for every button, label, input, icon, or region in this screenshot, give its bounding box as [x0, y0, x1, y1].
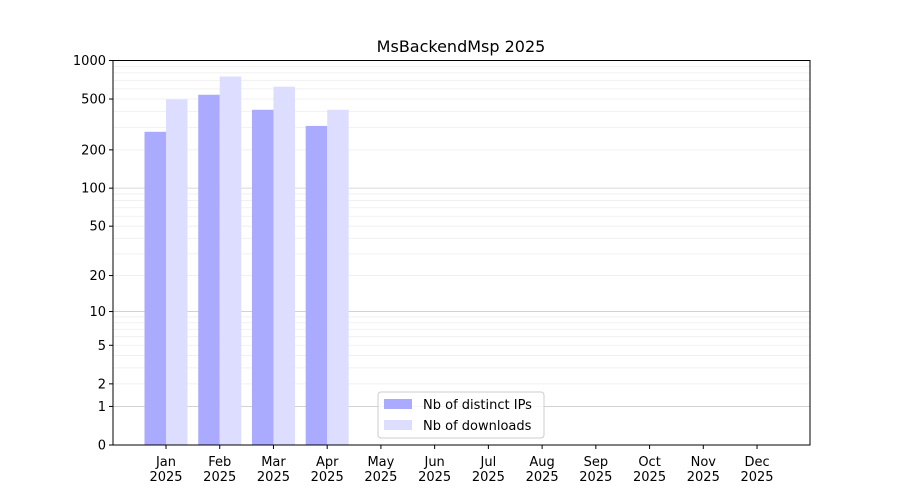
- y-tick-label: 1000: [73, 54, 106, 69]
- y-tick-label: 200: [81, 143, 106, 158]
- legend-swatch: [384, 420, 412, 430]
- bar-downloads: [166, 99, 188, 446]
- x-tick-label: Sep 2025: [579, 455, 612, 485]
- x-tick-label: Apr 2025: [311, 455, 344, 485]
- bar-downloads: [219, 76, 242, 446]
- bar-distinct-ips: [305, 125, 328, 445]
- bar-distinct-ips: [198, 94, 220, 445]
- x-tick-label: May 2025: [364, 455, 397, 485]
- x-tick-label: Feb 2025: [203, 455, 236, 485]
- legend-swatch: [384, 399, 412, 409]
- bar-distinct-ips: [251, 109, 274, 445]
- legend: Nb of distinct IPs Nb of downloads: [377, 391, 545, 439]
- y-tick-label: 100: [81, 182, 106, 197]
- x-tick-label: Jun 2025: [418, 455, 451, 485]
- bar-downloads: [327, 109, 349, 445]
- x-tick-label: Jan 2025: [149, 455, 182, 485]
- y-tick-label: 20: [89, 269, 106, 284]
- x-tick-label: Jul 2025: [472, 455, 505, 485]
- y-tick-label: 500: [81, 93, 106, 108]
- y-tick-label: 1: [98, 400, 106, 415]
- y-tick-label: 2: [98, 377, 106, 392]
- x-tick-label: Aug 2025: [526, 455, 559, 485]
- y-tick-label: 5: [98, 339, 106, 354]
- y-tick-label: 0: [98, 439, 106, 454]
- legend-box: [377, 391, 545, 439]
- bar-downloads: [273, 86, 295, 445]
- chart-title: MsBackendMsp 2025: [377, 37, 546, 56]
- plot-frame: [112, 60, 811, 446]
- y-tick-label: 10: [89, 305, 106, 320]
- x-tick-label: Nov 2025: [687, 455, 720, 485]
- x-tick-label: Mar 2025: [257, 455, 290, 485]
- y-tick-label: 50: [89, 220, 106, 235]
- x-tick-label: Oct 2025: [633, 455, 666, 485]
- bar-distinct-ips: [144, 131, 166, 446]
- legend-label: Nb of downloads: [423, 419, 532, 434]
- x-tick-label: Dec 2025: [740, 455, 773, 485]
- legend-label: Nb of distinct IPs: [423, 398, 532, 413]
